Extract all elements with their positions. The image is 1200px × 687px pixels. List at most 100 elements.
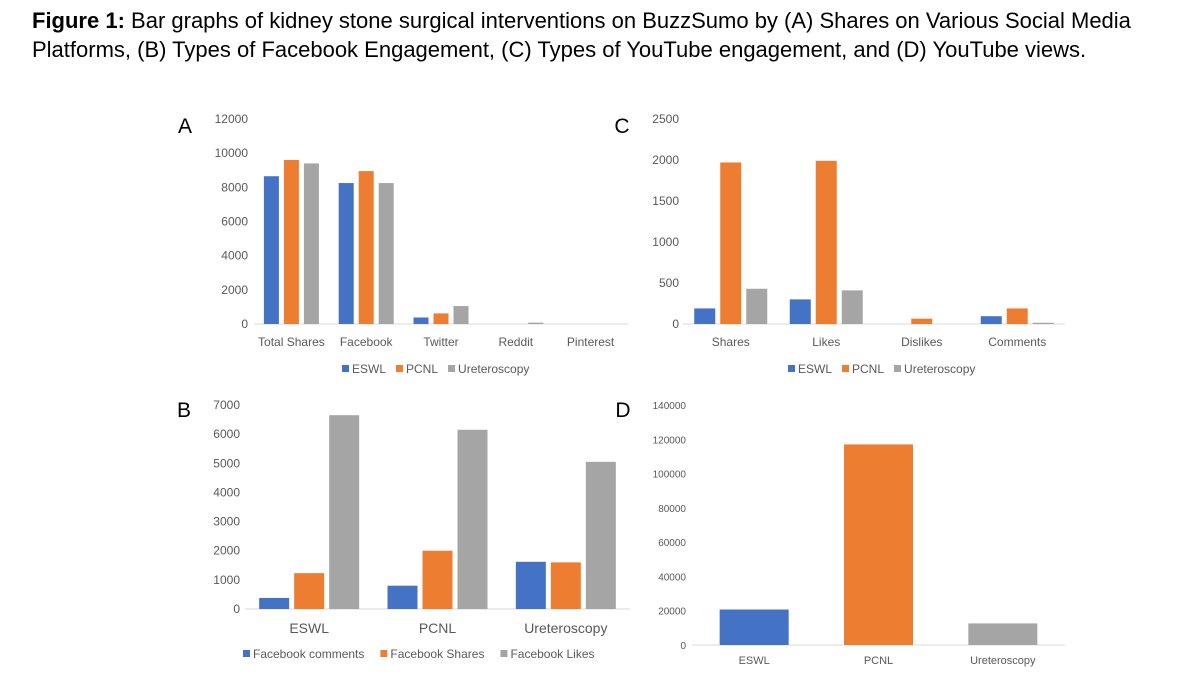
bar-ureteroscopy-facebook-shares bbox=[550, 562, 581, 609]
y-tick-label: 0 bbox=[241, 317, 248, 331]
y-tick-label: 2000 bbox=[213, 544, 240, 558]
legend-swatch-facebook-comments bbox=[243, 650, 250, 657]
y-tick-label: 120000 bbox=[653, 435, 687, 446]
y-tick-label: 7000 bbox=[213, 398, 240, 412]
legend-swatch-facebook-shares bbox=[380, 650, 388, 657]
bar-pcnl-facebook-shares bbox=[422, 550, 453, 609]
y-tick-label: 60000 bbox=[658, 538, 686, 549]
legend-swatch-ureteroscopy bbox=[894, 365, 902, 372]
bar-comments-eswl bbox=[980, 316, 1002, 324]
panel-b-chart: B 0 1000 2000 3000 4000 5000 6000 7000 ESWL PCNL Ur… bbox=[177, 398, 630, 661]
legend-entry: Ureteroscopy bbox=[904, 362, 975, 376]
bar-ureteroscopy-facebook-comments bbox=[515, 561, 546, 609]
panel-letter: B bbox=[177, 399, 191, 422]
bar-eswl-facebook-likes bbox=[329, 415, 360, 609]
y-tick-label: 2000 bbox=[221, 283, 248, 297]
legend-swatch-facebook-likes bbox=[500, 650, 508, 657]
legend-swatch-ureteroscopy bbox=[448, 365, 456, 372]
bar-total-shares-pcnl bbox=[283, 160, 299, 324]
x-tick-label: Comments bbox=[988, 335, 1046, 349]
bar-likes-ureteroscopy bbox=[841, 290, 863, 324]
bar-shares-pcnl bbox=[720, 162, 742, 324]
y-tick-label: 1000 bbox=[652, 235, 679, 249]
x-tick-label: ESWL bbox=[289, 620, 329, 636]
bar-total-shares-ureteroscopy bbox=[303, 163, 319, 324]
caption-text: Bar graphs of kidney stone surgical inte… bbox=[32, 8, 1131, 62]
x-tick-label: PCNL bbox=[419, 620, 457, 636]
panel-letter: D bbox=[615, 399, 630, 422]
y-tick-label: 40000 bbox=[658, 572, 686, 583]
bar-facebook-eswl bbox=[338, 183, 354, 324]
y-tick-label: 10000 bbox=[215, 146, 249, 160]
bar-twitter-eswl bbox=[413, 317, 429, 324]
x-tick-label: Ureteroscopy bbox=[970, 655, 1036, 667]
bar-eswl-facebook-comments bbox=[259, 597, 290, 609]
x-tick-label: Total Shares bbox=[258, 335, 325, 349]
legend-entry: ESWL bbox=[352, 362, 386, 376]
bar-twitter-pcnl bbox=[433, 313, 449, 324]
legend-entry: ESWL bbox=[798, 362, 832, 376]
bar-facebook-ureteroscopy bbox=[378, 183, 394, 324]
bar-ureteroscopy bbox=[968, 623, 1038, 645]
y-tick-label: 5000 bbox=[213, 456, 240, 470]
x-tick-label: PCNL bbox=[864, 655, 893, 667]
legend-swatch-eswl bbox=[788, 365, 795, 372]
bar-pcnl-facebook-comments bbox=[387, 585, 418, 609]
x-tick-label: Reddit bbox=[498, 335, 533, 349]
bar-likes-eswl bbox=[789, 299, 811, 324]
bar-shares-eswl bbox=[694, 308, 716, 324]
x-tick-label: Likes bbox=[812, 335, 840, 349]
y-tick-label: 1000 bbox=[213, 573, 240, 587]
y-tick-label: 0 bbox=[233, 602, 240, 616]
legend: Facebook comments Facebook Shares Facebook… bbox=[243, 647, 595, 661]
bar-likes-pcnl bbox=[815, 160, 837, 324]
legend-entry: Facebook Shares bbox=[390, 647, 484, 661]
y-tick-label: 500 bbox=[659, 276, 679, 290]
caption-label: Figure 1: bbox=[32, 8, 125, 33]
y-tick-label: 6000 bbox=[213, 427, 240, 441]
y-tick-label: 2500 bbox=[652, 112, 679, 126]
y-tick-label: 12000 bbox=[215, 112, 249, 126]
x-tick-label: Twitter bbox=[423, 335, 458, 349]
legend-entry: Ureteroscopy bbox=[458, 362, 529, 376]
panel-c-chart: C 0 500 1000 1500 2000 2500 Shares Likes Dislikes… bbox=[614, 112, 1065, 376]
y-tick-label: 8000 bbox=[221, 180, 248, 194]
y-tick-label: 3000 bbox=[213, 515, 240, 529]
y-tick-label: 1500 bbox=[652, 194, 679, 208]
y-tick-label: 0 bbox=[680, 641, 686, 652]
panel-d-chart: D 0 20000 40000 60000 80000 100000 120000 140000… bbox=[615, 399, 1065, 667]
bar-ureteroscopy-facebook-likes bbox=[585, 461, 616, 609]
y-tick-label: 80000 bbox=[658, 504, 686, 515]
legend-entry: Facebook Likes bbox=[510, 647, 594, 661]
y-tick-label: 2000 bbox=[652, 153, 679, 167]
y-tick-label: 100000 bbox=[653, 470, 687, 481]
y-tick-label: 4000 bbox=[221, 249, 248, 263]
bar-twitter-ureteroscopy bbox=[453, 306, 469, 324]
y-tick-label: 4000 bbox=[213, 485, 240, 499]
panel-letter: A bbox=[178, 115, 192, 138]
legend-swatch-pcnl bbox=[396, 365, 404, 372]
y-tick-label: 140000 bbox=[653, 401, 687, 412]
legend-swatch-eswl bbox=[342, 365, 349, 372]
legend-entry: Facebook comments bbox=[253, 647, 364, 661]
bar-eswl-facebook-shares bbox=[294, 573, 325, 609]
x-tick-label: Ureteroscopy bbox=[524, 620, 607, 636]
x-tick-label: ESWL bbox=[739, 655, 770, 667]
legend-swatch-pcnl bbox=[842, 365, 850, 372]
bar-eswl bbox=[719, 609, 789, 645]
bar-facebook-pcnl bbox=[358, 171, 374, 324]
bar-comments-ureteroscopy bbox=[1032, 322, 1054, 324]
panel-letter: C bbox=[614, 115, 629, 138]
legend-entry: PCNL bbox=[852, 362, 884, 376]
x-tick-label: Pinterest bbox=[567, 335, 615, 349]
legend: ESWL PCNL Ureteroscopy bbox=[342, 362, 529, 376]
bar-pcnl-facebook-likes bbox=[457, 429, 488, 609]
x-tick-label: Facebook bbox=[340, 335, 394, 349]
x-tick-label: Dislikes bbox=[901, 335, 942, 349]
bar-comments-pcnl bbox=[1006, 308, 1028, 324]
bar-pcnl bbox=[844, 444, 913, 645]
x-tick-label: Shares bbox=[712, 335, 750, 349]
figure-caption: Figure 1: Bar graphs of kidney stone sur… bbox=[32, 6, 1182, 64]
bar-total-shares-eswl bbox=[263, 176, 279, 324]
